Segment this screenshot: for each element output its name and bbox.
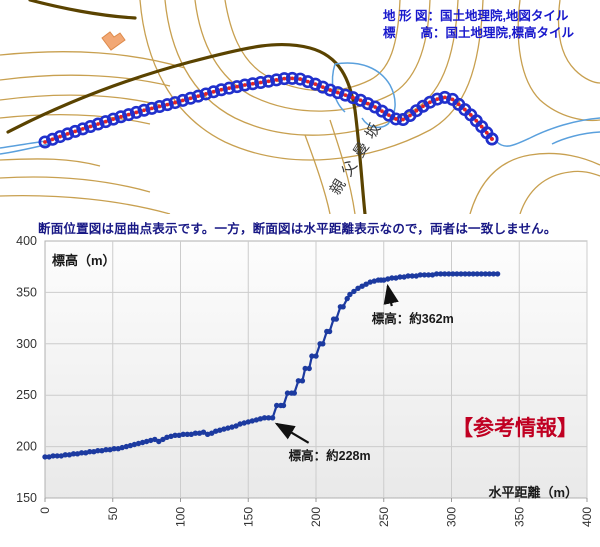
reference-note: 【参考情報】 <box>452 417 578 440</box>
svg-text:50: 50 <box>106 507 120 521</box>
chart-tick-labels: 0 50 100 150 200 250 300 350 400 400 350 300 250 200 1… <box>16 234 594 527</box>
svg-text:200: 200 <box>309 507 323 527</box>
svg-text:300: 300 <box>16 337 37 351</box>
map-credits: 地 形 図：国土地理院,地図タイル 標 高：国土地理院,標高タイル <box>383 8 574 42</box>
svg-text:150: 150 <box>241 507 255 527</box>
map-background <box>0 0 600 214</box>
chart-caption: 断面位置図は屈曲点表示です。一方，断面図は水平距離表示なので，両者は一致しません… <box>38 222 557 236</box>
svg-text:250: 250 <box>377 507 391 527</box>
annotation-228m: 標高：約228m <box>288 448 371 463</box>
x-axis-title: 水平距離（m） <box>488 485 578 500</box>
svg-text:0: 0 <box>38 507 52 514</box>
svg-text:400: 400 <box>16 234 37 248</box>
annotation-arrows <box>274 283 399 444</box>
map-credit-elevation: 標 高：国土地理院,標高タイル <box>383 26 574 40</box>
contour-lines <box>0 0 600 214</box>
y-axis-title: 標高（m） <box>52 253 116 268</box>
svg-text:300: 300 <box>445 507 459 527</box>
chart-gridlines <box>44 241 588 502</box>
elevation-chart: 0 50 100 150 200 250 300 350 400 400 350 300 250 200 1… <box>16 234 594 527</box>
location-map: 親父曼坂 <box>0 0 600 214</box>
elevation-series <box>42 271 501 460</box>
stream-lines <box>0 62 600 155</box>
svg-text:250: 250 <box>16 388 37 402</box>
svg-text:150: 150 <box>16 491 37 505</box>
building-icon <box>101 31 126 51</box>
svg-text:100: 100 <box>174 507 188 527</box>
index-contour-lines <box>6 0 367 214</box>
route-profile-line <box>38 71 499 149</box>
svg-text:200: 200 <box>16 440 37 454</box>
svg-text:350: 350 <box>16 285 37 299</box>
svg-text:350: 350 <box>512 507 526 527</box>
annotation-362m: 標高：約362m <box>371 312 454 327</box>
map-credit-terrain: 地 形 図：国土地理院,地図タイル <box>383 9 569 23</box>
svg-text:400: 400 <box>580 507 594 527</box>
